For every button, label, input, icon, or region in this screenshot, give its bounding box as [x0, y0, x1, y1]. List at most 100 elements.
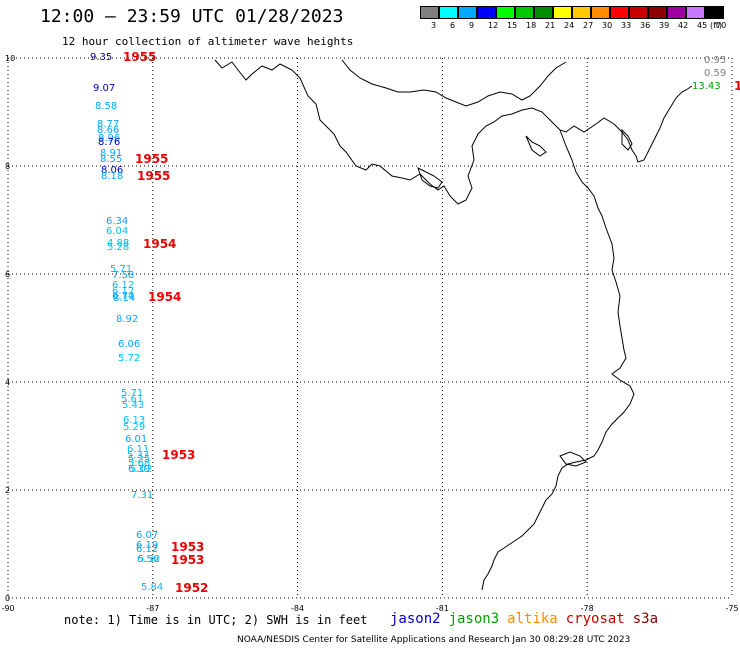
colorbar-label: 30 — [602, 21, 613, 30]
colorbar-label: 21 — [545, 21, 556, 30]
mission-legend-item: s3a — [632, 611, 659, 627]
units-note: note: 1) Time is in UTC; 2) SWH is in fe… — [64, 613, 368, 627]
colorbar-label: 6 — [450, 21, 456, 30]
mission-legend-item: altika — [507, 611, 558, 627]
wave-height-value: 6.04 — [106, 226, 128, 237]
wave-height-value: 8.91 — [100, 148, 122, 159]
wave-height-value: 8.66 — [97, 125, 119, 136]
wave-height-value: 4.88 — [107, 238, 129, 249]
wave-height-value: 6.07 — [136, 530, 158, 541]
wave-height-value: 5.43 — [122, 400, 144, 411]
colorbar-label: 24 — [564, 21, 575, 30]
colorbar-label: 45 — [697, 21, 708, 30]
wave-height-value: 5.68 — [128, 458, 150, 469]
wave-height-value: 0.59 — [704, 68, 726, 79]
y-tick-label: 8 — [5, 162, 10, 171]
y-tick-label: 4 — [5, 378, 10, 387]
colorbar-swatch — [591, 6, 610, 19]
x-tick-label: -81 — [436, 604, 449, 613]
wave-height-value: 6.34 — [106, 216, 128, 227]
colorbar-label: 18 — [526, 21, 537, 30]
colorbar-label: 27 — [583, 21, 594, 30]
pass-time-label: 1953 — [171, 553, 204, 567]
axis-ticks: -90 -87 -84 -81 -78 -75 0 2 4 6 8 10 — [1, 54, 738, 613]
wave-height-value: 6.19 — [136, 540, 158, 551]
x-tick-label: -75 — [725, 604, 738, 613]
wave-height-labels: 9.35 9.07 8.58 8.778.668.968.768.918.558.06… — [90, 52, 726, 593]
wave-height-value: 8.18 — [101, 171, 123, 182]
wave-height-value: 5.84 — [141, 582, 163, 593]
wave-height-value: 13.43 — [692, 81, 721, 92]
colorbar-swatch — [629, 6, 648, 19]
coast-north-inner — [341, 59, 567, 107]
wave-height-value: 9.07 — [93, 83, 115, 94]
wave-height-value: 5.33 — [127, 450, 149, 461]
mission-legend-item: jason2 — [390, 611, 441, 627]
wave-height-value: 5.25 — [128, 454, 150, 465]
pass-time-label: 1954 — [143, 237, 176, 251]
coast-south — [481, 129, 635, 591]
wave-height-value: 6.01 — [125, 434, 147, 445]
coast-north — [214, 59, 693, 205]
y-tick-label: 10 — [5, 54, 15, 63]
wave-height-value: 0.95 — [704, 55, 726, 66]
colorbar-label: 15 — [507, 21, 518, 30]
colorbar-swatch — [648, 6, 667, 19]
wave-height-value: 5.71 — [110, 264, 132, 275]
wave-height-value: 8.92 — [116, 314, 138, 325]
wave-height-value: 6.12 — [112, 280, 134, 291]
colorbar-swatch — [686, 6, 705, 19]
x-tick-label: -78 — [581, 604, 594, 613]
wave-height-value: 5.72 — [118, 353, 140, 364]
colorbar-label: 36 — [640, 21, 651, 30]
island — [621, 128, 633, 151]
wave-height-value: 6.39 — [128, 464, 150, 475]
x-tick-label: -90 — [1, 604, 14, 613]
pass-time-label: 1952 — [175, 581, 208, 595]
colorbar-swatch — [439, 6, 458, 19]
island — [525, 135, 547, 157]
wave-height-value: 5.71 — [121, 388, 143, 399]
footer-credit: NOAA/NESDIS Center for Satellite Applica… — [237, 635, 631, 645]
colorbar-swatch — [458, 6, 477, 19]
wave-height-value: 8.58 — [95, 101, 117, 112]
colorbar-label: 33 — [621, 21, 632, 30]
wave-height-value: 6.06 — [118, 339, 140, 350]
pass-time-label: 1955 — [137, 169, 170, 183]
wave-height-value: 6.11 — [127, 444, 149, 455]
mission-legend-item: jason3 — [448, 611, 500, 627]
wave-height-value: 6.12 — [112, 286, 134, 297]
wave-height-value: 6.12 — [136, 544, 158, 555]
coastline — [214, 59, 693, 591]
pass-time-label: 1953 — [162, 448, 195, 462]
colorbar-label: 9 — [469, 21, 475, 30]
pass-time-label: 1954 — [148, 290, 181, 304]
wave-height-value: 5.28 — [107, 242, 129, 253]
colorbar-label: 42 — [678, 21, 689, 30]
mission-legend-item: cryosat — [565, 611, 625, 627]
mission-legend: jason2 jason3 altika cryosat s3a — [390, 611, 666, 627]
wave-height-value: 7.31 — [131, 490, 153, 501]
wave-height-value: 6.74 — [112, 291, 134, 302]
colorbar-label: 12 — [488, 21, 499, 30]
wave-height-value: 6.13 — [123, 415, 145, 426]
wave-height-value: 5.61 — [121, 394, 143, 405]
wave-height-value: 5.02 — [130, 464, 152, 475]
y-tick-label: 0 — [5, 594, 10, 603]
y-tick-label: 6 — [5, 270, 10, 279]
colorbar-swatch — [534, 6, 553, 19]
wave-height-value: 7.58 — [112, 270, 134, 281]
wave-height-value: 9.35 — [90, 52, 112, 63]
colorbar-label: 70 — [716, 21, 727, 30]
colorbar-swatch — [420, 6, 439, 19]
colorbar-label: 39 — [659, 21, 670, 30]
wave-height-value: 8.14 — [113, 293, 135, 304]
colorbar-swatch — [610, 6, 629, 19]
x-tick-label: -87 — [146, 604, 159, 613]
colorbar-swatch — [667, 6, 686, 19]
x-tick-label: -84 — [291, 604, 304, 613]
y-tick-label: 2 — [5, 486, 10, 495]
wave-height-value: 5.29 — [123, 422, 145, 433]
